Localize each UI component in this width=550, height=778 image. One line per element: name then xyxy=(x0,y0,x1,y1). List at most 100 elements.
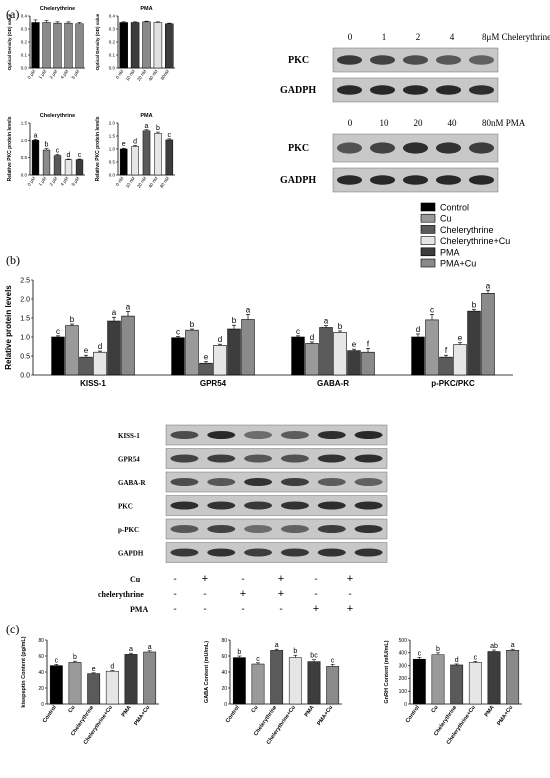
y-axis-label: GnRH Content (mIU/mL) xyxy=(384,640,390,703)
x-tick-label: PMA xyxy=(484,705,496,718)
blot-band xyxy=(369,142,396,154)
bar xyxy=(307,661,321,705)
blot-band xyxy=(369,55,396,65)
bar xyxy=(142,130,151,176)
y-tick-label: 0.0 xyxy=(20,372,30,379)
chart-c2: 0 20 40 60 80 GABA Content (mU/mL) b Control c Cu… xyxy=(204,638,342,746)
blot-row-label: GAPDH xyxy=(118,550,144,558)
x-tick-label: 2 μM xyxy=(48,69,58,80)
significance-letter: c xyxy=(55,657,59,664)
significance-letter: c xyxy=(176,328,180,337)
blot-band xyxy=(244,431,273,439)
bar xyxy=(199,362,213,376)
blot-band xyxy=(336,175,363,185)
significance-letter: e xyxy=(352,340,357,349)
blot-band xyxy=(317,525,346,533)
blot-row-b-gpr54: GPR54 xyxy=(118,448,388,469)
chart-a4: 0.0 0.5 1.0 1.5 2.0 PMA Relative PKC protein l… xyxy=(95,113,175,189)
bar xyxy=(153,22,163,69)
significance-letter: b xyxy=(45,142,49,149)
blot-band xyxy=(468,85,495,95)
y-tick-label: 20 xyxy=(221,686,227,692)
treatment-sign: + xyxy=(278,573,284,585)
y-tick-label: 0 xyxy=(224,702,227,708)
bar xyxy=(453,344,467,376)
y-tick-label: 20 xyxy=(38,686,44,692)
bar xyxy=(124,654,138,705)
bar xyxy=(487,651,501,705)
bar xyxy=(42,22,51,69)
bar xyxy=(171,337,185,376)
legend-swatch xyxy=(420,213,436,223)
treatment-sign: + xyxy=(240,588,246,600)
bar xyxy=(213,345,227,376)
blot-band xyxy=(354,431,383,439)
blot-row-pkc-pma: PKC xyxy=(288,133,499,163)
treatment-sign: - xyxy=(314,574,317,585)
blot-band xyxy=(317,478,346,486)
y-tick-label: 0.0 xyxy=(109,173,116,178)
blot-band xyxy=(354,454,383,463)
blot-band xyxy=(402,55,429,65)
x-tick-label: p-PKC/PKC xyxy=(431,379,475,388)
blot-membrane xyxy=(165,495,388,516)
significance-letter: b xyxy=(190,320,195,329)
blot-row-b-pkc: PKC xyxy=(118,495,388,516)
significance-letter: a xyxy=(129,646,133,653)
bar xyxy=(130,22,140,69)
treatment-sign: - xyxy=(173,589,176,600)
y-tick-label: 0.0 xyxy=(21,66,28,71)
blot-header-chelerythrine: 0 1 2 4 8μM Chelerythrine xyxy=(348,32,550,42)
significance-letter: d xyxy=(98,342,102,351)
bar xyxy=(227,328,241,376)
blot-band xyxy=(435,175,462,185)
legend: ControlCuChelerythrineChelerythrine+CuPM… xyxy=(420,202,510,269)
bar xyxy=(333,332,347,376)
blot-band xyxy=(207,548,236,557)
blot-band xyxy=(336,142,363,154)
y-tick-label: 300 xyxy=(399,663,408,669)
legend-label: Chelerythrine xyxy=(440,225,494,235)
blot-membrane xyxy=(165,424,388,446)
legend-label: Chelerythrine+Cu xyxy=(440,236,510,246)
blot-band xyxy=(468,55,495,65)
chart-title: PMA xyxy=(140,6,152,12)
chart-title: PMA xyxy=(140,113,152,119)
bar xyxy=(326,666,340,705)
y-tick-label: 0.5 xyxy=(21,155,28,160)
x-tick-label: 0 μM xyxy=(26,69,36,80)
legend-label: PMA xyxy=(440,247,460,257)
bar xyxy=(105,670,119,705)
blot-band xyxy=(354,548,383,557)
bar xyxy=(319,327,333,376)
blot-row-gadph-pma: GADPH xyxy=(280,167,499,193)
significance-letter: e xyxy=(122,141,126,148)
y-axis-label: Relative protein levels xyxy=(4,285,13,370)
blot-membrane xyxy=(165,471,388,493)
significance-letter: b xyxy=(156,125,160,132)
treatment-sign: - xyxy=(173,574,176,585)
blot-row-b-p-pkc: p-PKC xyxy=(118,518,388,540)
treatment-label: PMA xyxy=(130,605,148,614)
dose-label: 1 xyxy=(382,32,387,42)
legend-swatch xyxy=(420,202,436,212)
x-tick-label: 2 μM xyxy=(48,176,58,187)
y-tick-label: 1.0 xyxy=(20,334,30,341)
blot-row-b-kiss-1: KISS-1 xyxy=(118,424,388,446)
bar xyxy=(241,319,255,376)
blot-band xyxy=(369,175,396,185)
significance-letter: b xyxy=(237,649,241,656)
bar xyxy=(288,657,302,705)
treatment-sign: + xyxy=(202,573,208,585)
y-tick-label: 60 xyxy=(221,654,227,660)
bar xyxy=(431,654,445,705)
panel-label-c: (c) xyxy=(6,622,19,636)
bar xyxy=(481,292,495,376)
treatment-sign: + xyxy=(347,573,353,585)
significance-letter: a xyxy=(112,308,117,317)
blot-band xyxy=(280,454,309,463)
bar xyxy=(75,23,84,69)
y-axis-label: Relative PKC protein levels xyxy=(7,116,13,181)
significance-letter: a xyxy=(486,281,491,290)
